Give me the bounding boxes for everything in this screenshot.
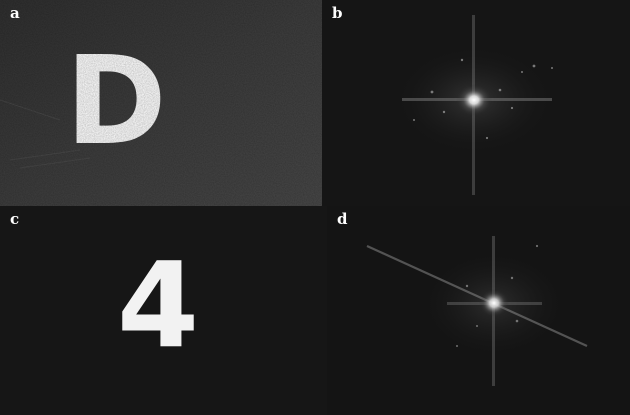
panel-b: b — [322, 0, 630, 206]
fourier-spectrum-b — [322, 0, 630, 206]
panel-label-c: c — [10, 210, 20, 228]
panel-d: d — [327, 206, 630, 415]
panel-label-b: b — [332, 4, 343, 22]
panel-c: 4 c — [0, 206, 327, 415]
panel-a-image: D — [0, 0, 322, 206]
fourier-spectrum-d — [327, 206, 630, 415]
panel-label-d: d — [337, 210, 348, 228]
panel-label-a: a — [10, 4, 20, 22]
panel-c-image: 4 — [0, 206, 327, 415]
digit-glyph: 4 — [117, 236, 199, 374]
panel-a: D a — [0, 0, 322, 206]
